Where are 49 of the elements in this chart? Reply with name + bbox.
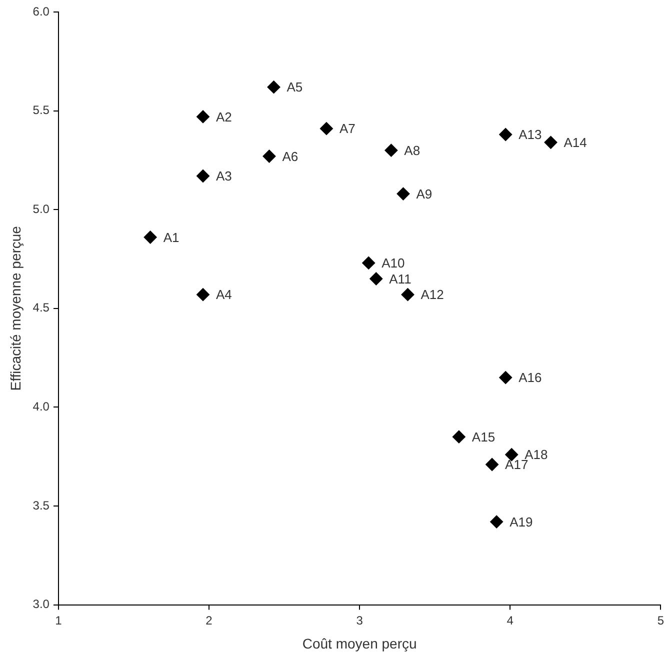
annotation: A8: [404, 142, 420, 158]
y-tick-label: 3.0: [32, 597, 50, 612]
annotation: A4: [216, 287, 232, 302]
annotation: A19: [510, 514, 533, 530]
x-axis-title: Coût moyen perçu: [302, 635, 417, 652]
point: [267, 80, 280, 94]
annotation: A16: [518, 370, 542, 386]
annotation: A15: [472, 429, 496, 444]
annotation: A10: [382, 256, 405, 271]
point: [196, 110, 210, 124]
point: [396, 187, 410, 200]
annotation: A3: [216, 168, 232, 184]
annotation: A1: [163, 230, 180, 245]
y-tick-label: 6.0: [32, 4, 50, 18]
point: [196, 170, 210, 183]
point: [486, 458, 499, 472]
annotation: A7: [339, 121, 356, 136]
x-tick-label: 1: [55, 613, 62, 628]
annotation: A6: [282, 148, 298, 164]
annotation: A2: [216, 109, 232, 124]
annotation: A5: [286, 80, 303, 95]
point: [452, 430, 466, 444]
y-axis-title: Efficacité moyenne perçue: [7, 226, 24, 391]
y-tick-label: 4.5: [32, 300, 50, 315]
point: [370, 272, 383, 286]
point: [490, 515, 504, 528]
point: [144, 230, 157, 244]
y-tick-label: 5.5: [32, 103, 50, 118]
annotation: A12: [420, 287, 444, 302]
annotation: A14: [564, 134, 587, 150]
point: [320, 122, 333, 136]
annotation: A9: [416, 186, 432, 202]
point: [262, 150, 276, 163]
point: [384, 144, 398, 157]
point: [499, 371, 512, 384]
point: [362, 256, 376, 270]
y-tick-label: 4.0: [32, 400, 50, 414]
y-tick-label: 5.0: [32, 202, 50, 216]
annotation: A13: [518, 127, 542, 142]
x-tick-label: 5: [657, 613, 664, 628]
x-tick-label: 4: [506, 613, 514, 628]
x-tick-label: 2: [206, 613, 213, 628]
y-tick-label: 3.5: [32, 498, 50, 512]
x-tick-label: 3: [356, 613, 364, 628]
point: [499, 128, 512, 142]
point: [544, 136, 558, 149]
annotation: A11: [389, 271, 412, 286]
point: [401, 288, 414, 302]
point: [196, 288, 210, 302]
